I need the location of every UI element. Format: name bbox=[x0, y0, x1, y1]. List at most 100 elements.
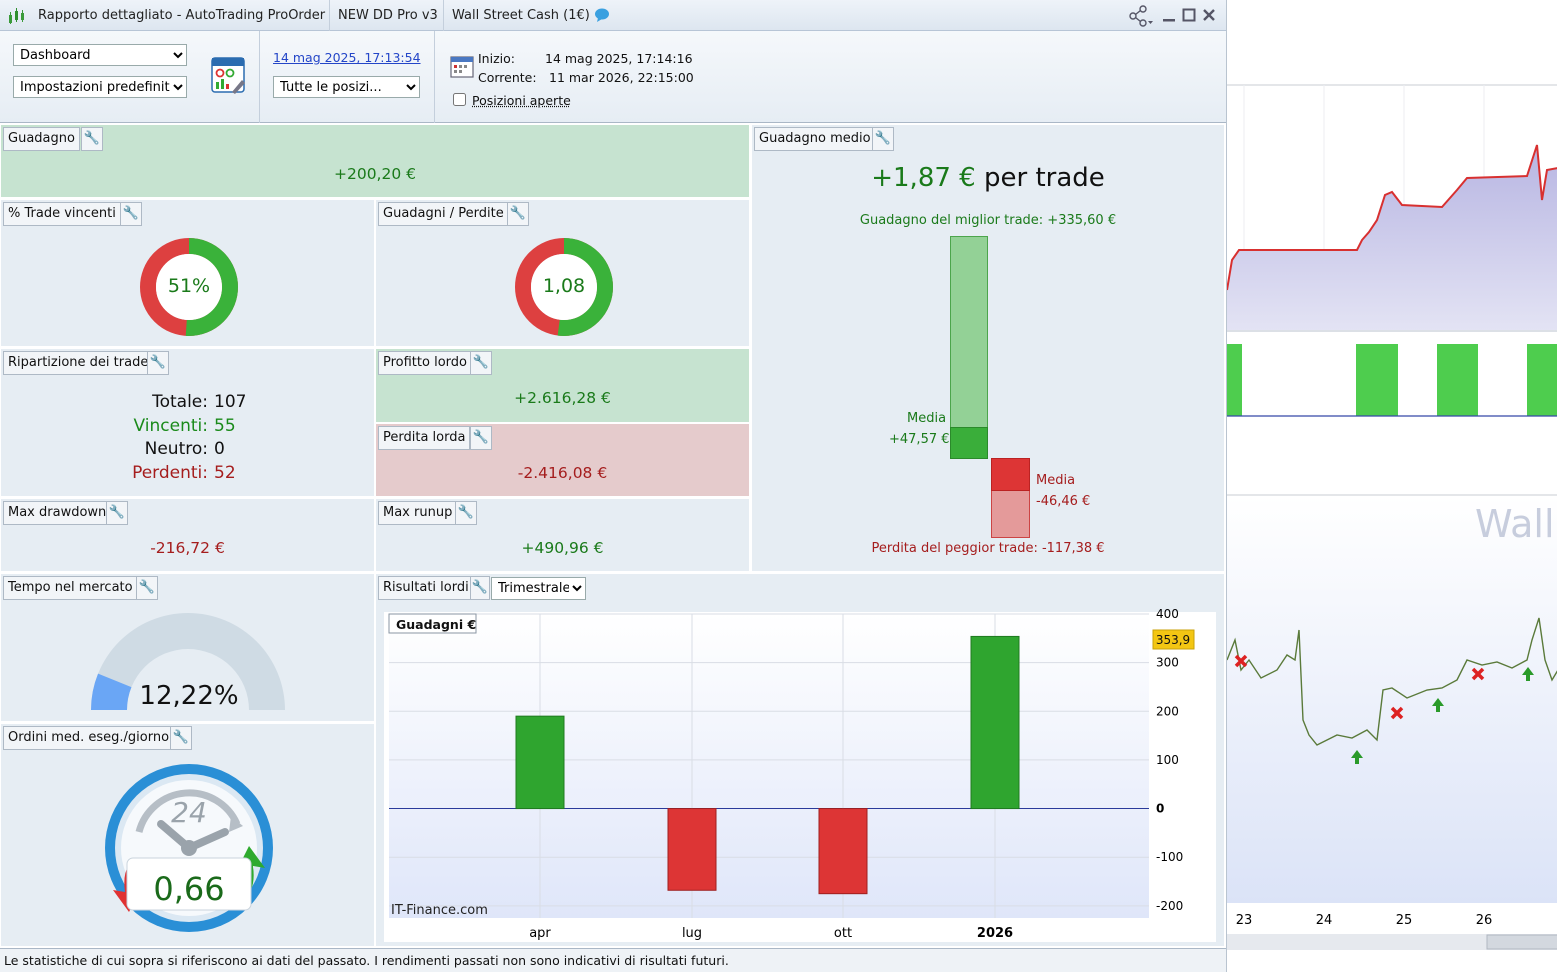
title-bar: Rapporto dettagliato - AutoTrading ProOr… bbox=[0, 0, 1226, 31]
vincenti-value: 55 bbox=[214, 415, 246, 439]
position-bar bbox=[1356, 344, 1398, 416]
avg-gain-value: +1,87 € bbox=[871, 163, 975, 193]
chart-watermark: IT-Finance.com bbox=[391, 903, 488, 918]
position-bar bbox=[1227, 344, 1242, 416]
app-title-tab[interactable]: Rapporto dettagliato - AutoTrading ProOr… bbox=[0, 0, 330, 31]
strategy-tab[interactable]: NEW DD Pro v3 bbox=[330, 0, 444, 31]
time-in-market-value: 12,22% bbox=[89, 681, 289, 711]
panel-guadagni-perdite: Guadagni / Perdite 🔧 1,08 bbox=[375, 199, 750, 347]
panel-tempo-mercato: Tempo nel mercato 🔧 12,22% bbox=[0, 573, 375, 722]
bar-2026 bbox=[971, 636, 1019, 808]
wrench-icon[interactable]: 🔧 bbox=[470, 576, 490, 600]
orders-value: 0,66 bbox=[127, 870, 251, 908]
settings-select[interactable]: Impostazioni predefinite bbox=[13, 76, 187, 98]
last-value-text: 353,9 bbox=[1156, 633, 1190, 647]
start-value: 14 mag 2025, 17:14:16 bbox=[545, 51, 693, 66]
neutro-label: Neutro: bbox=[1, 438, 208, 462]
current-label: Corrente: bbox=[478, 70, 537, 85]
wrench-icon[interactable]: 🔧 bbox=[170, 726, 192, 750]
x-axis-label: 24 bbox=[1316, 913, 1333, 928]
wrench-icon[interactable]: 🔧 bbox=[872, 127, 894, 151]
media-win-value: +47,57 € bbox=[889, 432, 950, 447]
instrument-name: Wall Street Cash (1€) bbox=[452, 8, 590, 23]
x-axis-label: 25 bbox=[1396, 913, 1413, 928]
totale-value: 107 bbox=[214, 391, 246, 415]
period-select[interactable]: Trimestrale bbox=[491, 577, 586, 600]
panel-max-runup: Max runup 🔧 +490,96 € bbox=[375, 498, 750, 572]
media-loss-label: Media bbox=[1036, 473, 1075, 488]
disclaimer-footer: Le statistiche di cui sopra si riferisco… bbox=[0, 948, 1226, 972]
x-axis-label: 23 bbox=[1236, 913, 1253, 928]
disclaimer-text: Le statistiche di cui sopra si riferisco… bbox=[4, 953, 729, 968]
vincenti-label: Vincenti: bbox=[1, 415, 208, 439]
calendar-icon[interactable] bbox=[449, 53, 475, 79]
wrench-icon[interactable]: 🔧 bbox=[136, 576, 158, 600]
chat-bubble-icon[interactable] bbox=[594, 8, 610, 22]
chart-title: Guadagni € bbox=[396, 617, 476, 632]
app-title: Rapporto dettagliato - AutoTrading ProOr… bbox=[38, 0, 325, 31]
wrench-icon[interactable]: 🔧 bbox=[81, 127, 103, 151]
plot-area bbox=[389, 614, 1149, 918]
wrench-icon[interactable]: 🔧 bbox=[455, 501, 477, 525]
orders-clock-icon bbox=[101, 762, 281, 942]
avg-win-bar bbox=[950, 427, 988, 459]
win-rate-value: 51% bbox=[134, 275, 244, 297]
panel-title: Guadagno medio bbox=[754, 127, 876, 151]
panel-title: Max drawdown bbox=[3, 501, 111, 525]
totale-label: Totale: bbox=[1, 391, 208, 415]
equity-area bbox=[1227, 145, 1557, 330]
perdenti-label: Perdenti: bbox=[1, 462, 208, 486]
y-tick-label: 0 bbox=[1156, 802, 1164, 816]
minimize-icon[interactable] bbox=[1162, 9, 1176, 23]
toolbar: Dashboard Impostazioni predefinite 14 ma… bbox=[0, 31, 1226, 123]
current-value: 11 mar 2026, 22:15:00 bbox=[549, 70, 694, 85]
panel-guadagno-medio: Guadagno medio 🔧 +1,87 € per trade Guada… bbox=[751, 124, 1225, 572]
panel-guadagno: Guadagno 🔧 +200,20 € bbox=[0, 124, 750, 198]
report-settings-icon[interactable] bbox=[210, 56, 248, 96]
x-tick-label: ott bbox=[834, 926, 852, 941]
panel-title: Perdita lorda bbox=[378, 426, 470, 450]
report-date-link[interactable]: 14 mag 2025, 17:13:54 bbox=[273, 50, 421, 65]
panel-ripartizione: Ripartizione dei trade 🔧 Totale: Vincent… bbox=[0, 348, 375, 497]
positions-select[interactable]: Tutte le posizi... bbox=[273, 76, 420, 98]
view-select[interactable]: Dashboard bbox=[13, 44, 187, 66]
wrench-icon[interactable]: 🔧 bbox=[507, 202, 529, 226]
guadagno-value: +200,20 € bbox=[1, 165, 749, 183]
strategy-name: NEW DD Pro v3 bbox=[338, 8, 438, 23]
panel-profitto-lordo: Profitto lordo 🔧 +2.616,28 € bbox=[375, 348, 750, 423]
panel-perdita-lorda: Perdita lorda 🔧 -2.416,08 € bbox=[375, 423, 750, 497]
position-bar bbox=[1527, 344, 1557, 416]
max-drawdown-value: -216,72 € bbox=[1, 539, 374, 557]
open-positions-checkbox[interactable] bbox=[453, 93, 466, 106]
maximize-icon[interactable] bbox=[1182, 8, 1196, 22]
close-icon[interactable] bbox=[1202, 8, 1216, 22]
media-win-label: Media bbox=[907, 411, 946, 426]
best-trade-bar bbox=[950, 236, 988, 459]
price-chart: Wall 23 24 25 26 bbox=[1227, 0, 1557, 972]
wrench-icon[interactable]: 🔧 bbox=[120, 202, 142, 226]
panel-title: Guadagno bbox=[3, 127, 80, 151]
gross-results-chart: 400 300 200 100 0 -100 -200 apr lug ott 2026 Guad… bbox=[376, 606, 1216, 946]
price-chart-pane: Wall 23 24 25 26 bbox=[1226, 0, 1557, 972]
wrench-icon[interactable]: 🔧 bbox=[147, 351, 169, 375]
profitto-lordo-value: +2.616,28 € bbox=[376, 389, 749, 407]
panel-max-drawdown: Max drawdown 🔧 -216,72 € bbox=[0, 498, 375, 572]
share-icon[interactable] bbox=[1128, 5, 1154, 27]
x-tick-label: 2026 bbox=[977, 926, 1013, 941]
panel-title: Ordini med. eseg./giorno bbox=[3, 726, 174, 750]
wrench-icon[interactable]: 🔧 bbox=[470, 426, 492, 450]
y-tick-label: -100 bbox=[1156, 850, 1183, 864]
panel-title: Ripartizione dei trade bbox=[3, 351, 153, 375]
panel-risultati-lordi: Risultati lordi 🔧 Trimestrale 400 300 200 1… bbox=[375, 573, 1225, 947]
wrench-icon[interactable]: 🔧 bbox=[106, 501, 128, 525]
open-positions-label[interactable]: Posizioni aperte bbox=[472, 93, 571, 108]
panel-title: % Trade vincenti bbox=[3, 202, 121, 226]
wrench-icon[interactable]: 🔧 bbox=[470, 351, 492, 375]
instrument-tab[interactable]: Wall Street Cash (1€) bbox=[444, 0, 624, 31]
position-bar bbox=[1437, 344, 1478, 416]
best-trade-label: Guadagno del miglior trade: +335,60 € bbox=[752, 213, 1224, 228]
media-loss-value: -46,46 € bbox=[1036, 494, 1090, 509]
start-label: Inizio: bbox=[478, 51, 515, 66]
bar-apr bbox=[516, 716, 564, 808]
price-area bbox=[1227, 496, 1557, 903]
